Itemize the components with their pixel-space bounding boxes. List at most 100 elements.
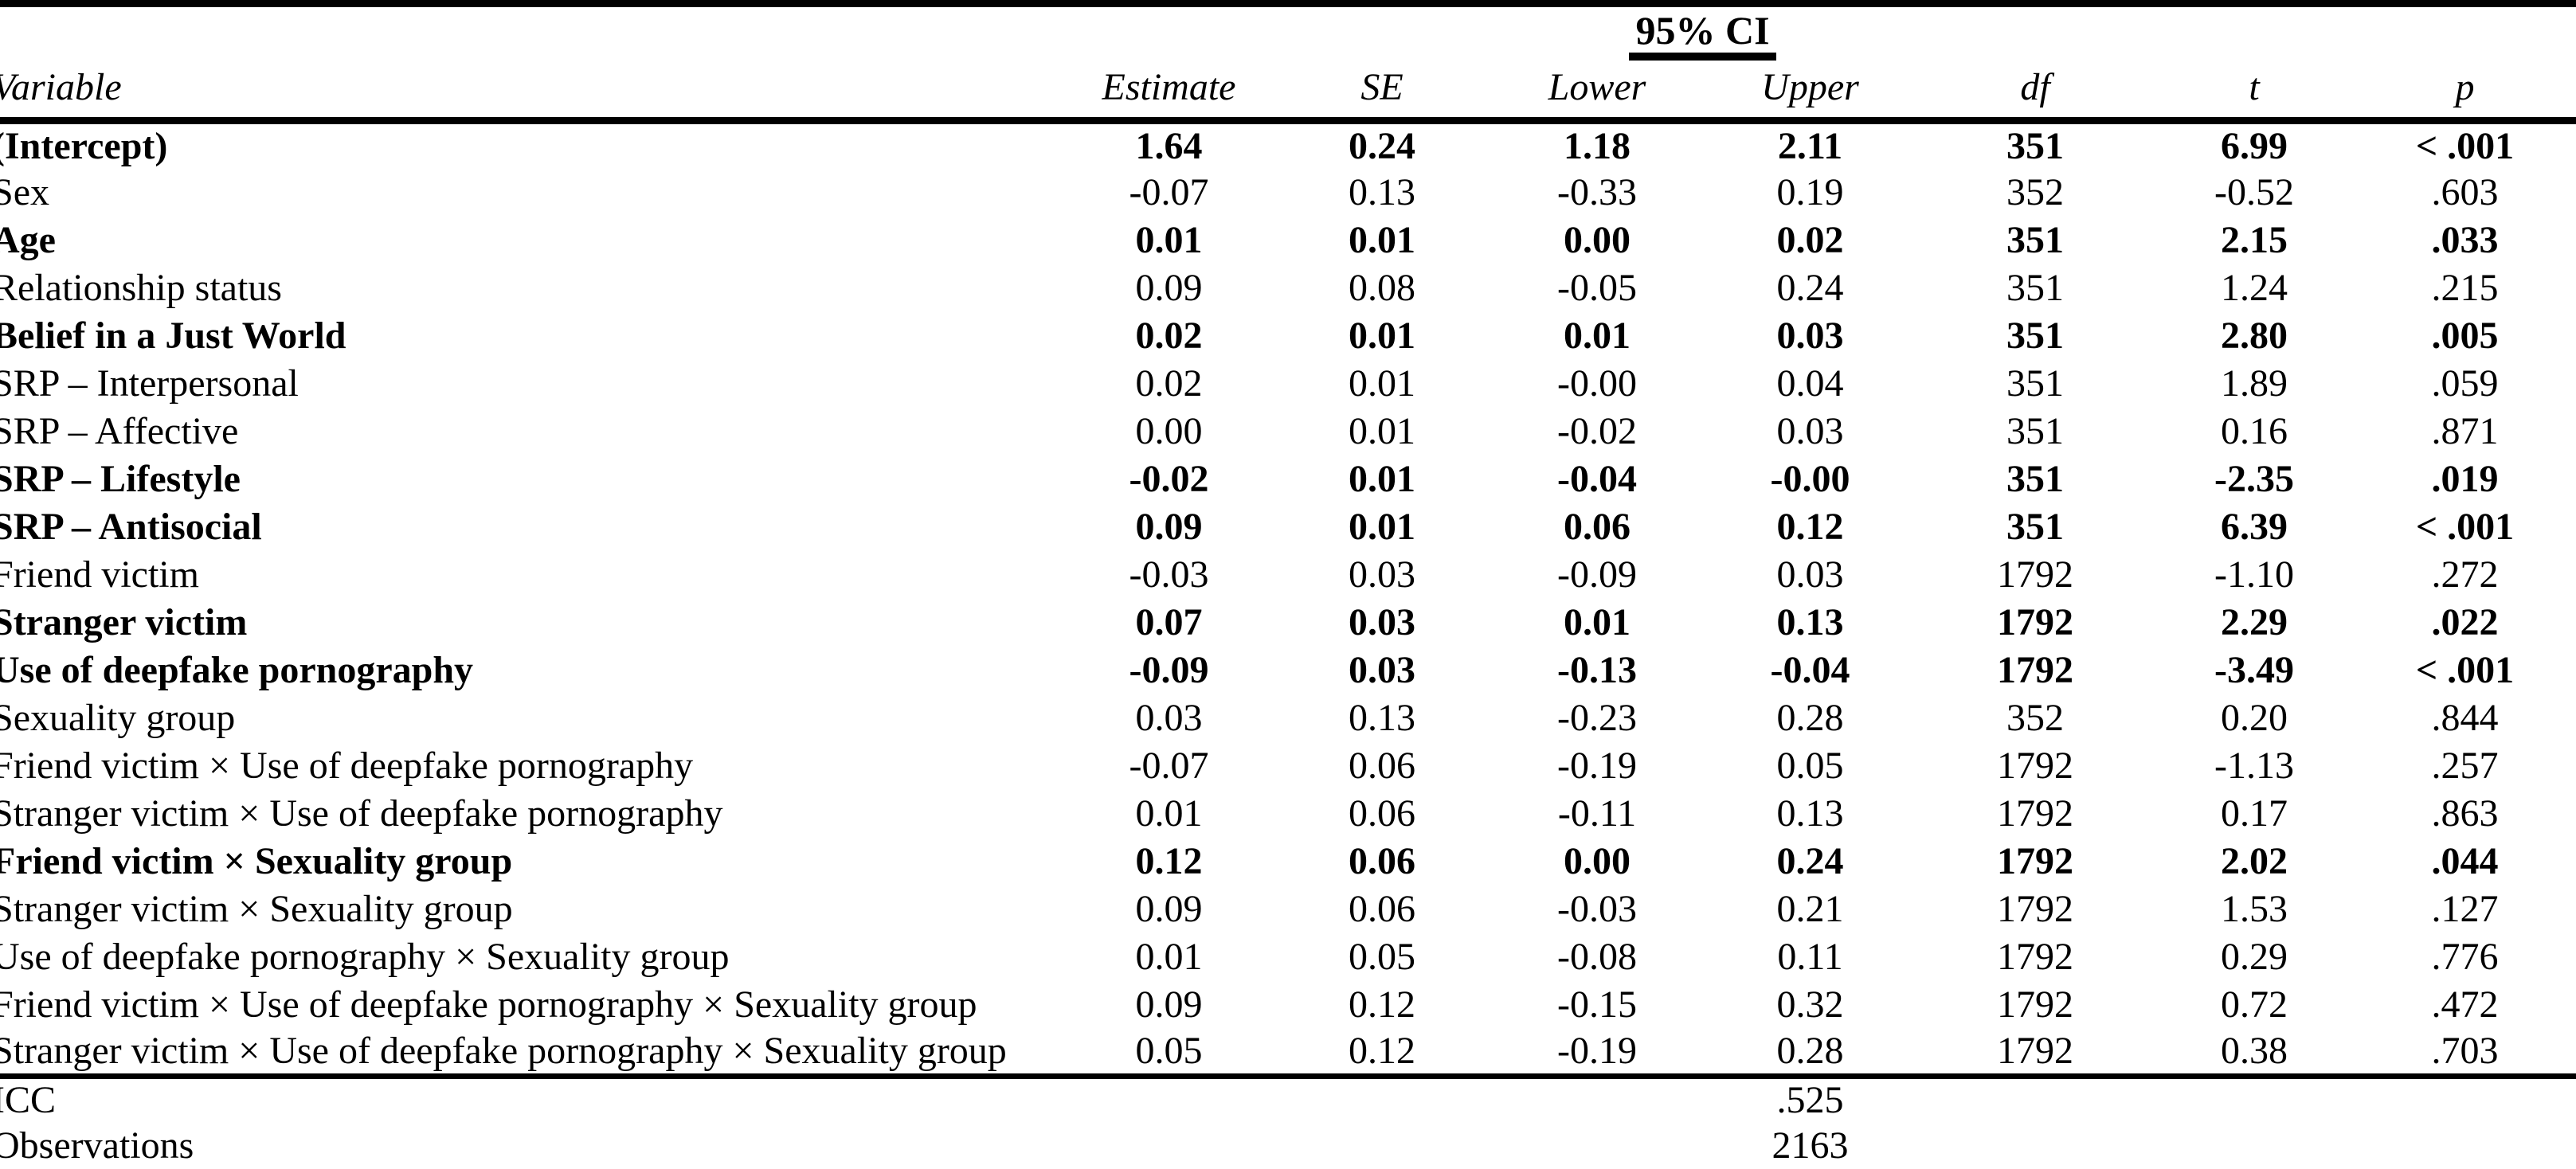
lower-cell: -0.19 [1557,744,1637,787]
df-cell: 1792 [1997,839,2074,882]
table-row: Friend victim × Use of deepfake pornogra… [0,742,2576,790]
df-cell: 1792 [1997,553,2074,596]
se-cell: 0.06 [1349,887,1415,930]
col-header-df: df [1916,63,2155,124]
table-row: Belief in a Just World 0.02 0.01 0.01 0.03 35… [0,312,2576,360]
lower-cell: -0.03 [1557,887,1637,930]
footer-empty-cell [1274,1077,1490,1123]
p-cell: .272 [2431,553,2499,596]
variable-cell: Friend victim [0,553,199,596]
df-cell: 1792 [1997,935,2074,978]
variable-cell: Friend victim × Sexuality group [0,839,513,882]
se-cell: 0.24 [1349,124,1415,167]
table-row: Use of deepfake pornography -0.09 0.03 -0.1… [0,647,2576,694]
p-cell: .863 [2431,792,2499,835]
estimate-cell: 0.07 [1135,600,1203,643]
ci-spanner-row: 95% CI [0,4,2576,64]
variable-cell: SRP – Lifestyle [0,457,241,500]
lower-cell: 0.06 [1564,505,1631,548]
estimate-cell: 0.03 [1135,696,1203,739]
upper-cell: 0.03 [1776,409,1844,452]
p-cell: .033 [2431,218,2499,261]
footer-empty-cell [1063,1077,1274,1123]
t-cell: 0.16 [2221,409,2288,452]
footer-empty-cell [1490,1077,1705,1123]
upper-cell: 2.11 [1777,124,1843,167]
footer-empty-cell [2155,1123,2354,1169]
variable-cell: (Intercept) [0,124,168,167]
se-cell: 0.12 [1349,983,1415,1026]
lower-cell: 0.00 [1564,839,1631,882]
table-row: Stranger victim × Sexuality group 0.09 0.0… [0,886,2576,933]
se-cell: 0.01 [1349,362,1415,405]
variable-cell: Friend victim × Use of deepfake pornogra… [0,744,694,787]
variable-cell: Relationship status [0,266,282,309]
variable-cell: Use of deepfake pornography × Sexuality … [0,935,730,978]
estimate-cell: 0.02 [1135,314,1203,357]
lower-cell: 0.01 [1564,600,1631,643]
ci-header-label: 95% CI [1629,10,1776,61]
upper-cell: 0.28 [1776,696,1844,739]
se-cell: 0.12 [1274,1028,1490,1079]
col-header-estimate: Estimate [1063,63,1274,124]
df-cell: 1792 [1997,744,2074,787]
upper-cell: 0.32 [1776,983,1844,1026]
t-cell: -0.52 [2214,170,2294,213]
variable-cell: Age [0,218,56,261]
estimate-cell: 0.05 [1063,1028,1274,1079]
p-cell: .472 [2431,983,2499,1026]
estimate-cell: -0.07 [1129,170,1209,213]
lower-cell: 0.01 [1564,314,1631,357]
table-row: Stranger victim × Use of deepfake pornog… [0,790,2576,838]
t-cell: 2.80 [2221,314,2288,357]
lower-cell: 1.18 [1564,124,1631,167]
estimate-cell: -0.03 [1129,553,1209,596]
df-cell: 351 [2006,314,2065,357]
estimate-cell: 1.64 [1135,124,1203,167]
footer-label-cell: ICC [0,1079,57,1122]
lower-cell: -0.13 [1557,648,1637,691]
upper-cell: -0.04 [1770,648,1850,691]
variable-cell: Friend victim × Use of deepfake pornogra… [0,983,977,1026]
df-cell: 351 [2006,362,2065,405]
lower-cell: 0.00 [1564,218,1631,261]
se-cell: 0.08 [1349,266,1415,309]
se-cell: 0.03 [1349,648,1415,691]
upper-cell: 0.03 [1776,314,1844,357]
t-cell: -2.35 [2214,457,2294,500]
estimate-cell: 0.01 [1135,792,1203,835]
lower-cell: -0.05 [1557,266,1637,309]
p-cell: .776 [2431,935,2499,978]
table-body: (Intercept) 1.64 0.24 1.18 2.11 351 6.99 < .001… [0,121,2576,1079]
table-row: Friend victim × Use of deepfake pornogra… [0,981,2576,1029]
upper-cell: 0.04 [1776,362,1844,405]
table-row: Friend victim × Sexuality group 0.12 0.06 0… [0,838,2576,886]
se-cell: 0.05 [1349,935,1415,978]
table-row: Stranger victim × Use of deepfake pornog… [0,1028,2576,1079]
p-cell: .603 [2431,170,2499,213]
p-cell: < .001 [2415,648,2515,691]
df-cell: 352 [2006,170,2065,213]
upper-cell: 0.24 [1776,839,1844,882]
t-cell: 2.15 [2221,218,2288,261]
footer-value-cell: 2163 [1771,1124,1849,1167]
se-cell: 0.06 [1349,792,1415,835]
table-row: SRP – Lifestyle -0.02 0.01 -0.04 -0.00 351 -2.… [0,455,2576,503]
lower-cell: -0.04 [1557,457,1637,500]
estimate-cell: 0.09 [1135,505,1203,548]
estimate-cell: 0.01 [1135,218,1203,261]
table-row: Friend victim -0.03 0.03 -0.09 0.03 1792 -1.10… [0,551,2576,599]
footer-empty-cell [1490,1123,1705,1169]
upper-cell: 0.28 [1705,1028,1916,1079]
lower-cell: -0.33 [1557,170,1637,213]
estimate-cell: -0.09 [1129,648,1209,691]
upper-cell: 0.02 [1776,218,1844,261]
df-cell: 1792 [1997,792,2074,835]
lower-cell: -0.09 [1557,553,1637,596]
t-cell: 0.29 [2221,935,2288,978]
variable-cell: Stranger victim × Sexuality group [0,887,513,930]
df-cell: 351 [2006,457,2065,500]
table-row: Use of deepfake pornography × Sexuality … [0,933,2576,981]
col-header-lower: Lower [1490,63,1705,124]
